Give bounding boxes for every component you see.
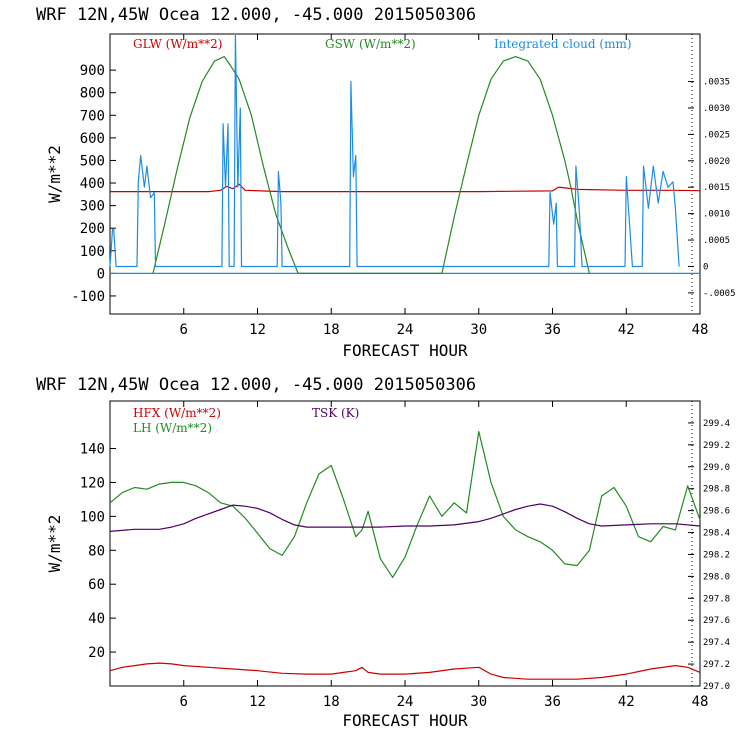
panel-radiation: WRF 12N,45W Ocea 12.000, -45.000 2015050… <box>36 5 736 360</box>
y-tick-label: 60 <box>88 577 105 593</box>
y-axis-label: W/m**2 <box>45 145 64 203</box>
y2-tick-label: .0005 <box>703 236 730 246</box>
y2-tick-label: 298.6 <box>703 507 730 517</box>
y2-tick-label: 299.4 <box>703 419 730 429</box>
y-tick-label: 100 <box>80 509 105 525</box>
panel-heat-flux: WRF 12N,45W Ocea 12.000, -45.000 2015050… <box>36 375 730 730</box>
y2-tick-label: 298.0 <box>703 572 730 582</box>
y-tick-label: 800 <box>80 86 105 102</box>
plot-frame <box>109 33 701 315</box>
y-tick-label: 40 <box>88 611 105 627</box>
y2-tick-label: -.0005 <box>703 289 736 299</box>
y-axis-label: W/m**2 <box>45 515 64 573</box>
x-tick-label: 12 <box>249 322 266 338</box>
y2-tick-label: 297.0 <box>703 682 730 692</box>
x-tick-label: 24 <box>397 694 414 710</box>
plot-frame <box>109 400 701 687</box>
y2-tick-label: 0 <box>703 262 708 272</box>
x-tick-label: 6 <box>180 694 188 710</box>
series-line-gsw-w-m-2 <box>152 55 590 274</box>
y2-tick-label: .0035 <box>703 78 730 88</box>
y-tick-label: 140 <box>80 442 105 458</box>
chart-title: WRF 12N,45W Ocea 12.000, -45.000 2015050… <box>36 5 476 25</box>
y2-tick-label: 299.0 <box>703 463 730 473</box>
y2-tick-label: 297.4 <box>703 638 730 648</box>
x-tick-label: 18 <box>323 322 340 338</box>
y-tick-label: -100 <box>71 289 105 305</box>
y-tick-label: 100 <box>80 244 105 260</box>
x-tick-label: 36 <box>544 694 561 710</box>
y-tick-label: 20 <box>88 645 105 661</box>
legend-entry-tsk-k: TSK (K) <box>312 406 359 420</box>
y-tick-label: 700 <box>80 108 105 124</box>
series-line-glw-w-m-2 <box>110 183 701 193</box>
y2-tick-label: 298.8 <box>703 485 730 495</box>
y2-tick-label: 297.8 <box>703 594 730 604</box>
x-tick-label: 30 <box>470 694 487 710</box>
y2-tick-label: 297.2 <box>703 660 730 670</box>
y2-tick-label: .0030 <box>703 104 730 114</box>
x-tick-label: 48 <box>692 694 709 710</box>
y-tick-label: 80 <box>88 543 105 559</box>
x-tick-label: 42 <box>618 694 635 710</box>
y2-tick-label: 299.2 <box>703 441 730 451</box>
series-line-hfx-w-m-2 <box>109 662 701 680</box>
legend-entry-hfx-w-m-2: HFX (W/m**2) <box>133 406 221 420</box>
y-tick-label: 120 <box>80 475 105 491</box>
x-tick-label: 42 <box>618 322 635 338</box>
x-tick-label: 36 <box>544 322 561 338</box>
y-tick-label: 600 <box>80 131 105 147</box>
y-tick-label: 300 <box>80 199 105 215</box>
y2-tick-label: 297.6 <box>703 616 730 626</box>
y2-tick-label: .0020 <box>703 157 730 167</box>
x-tick-label: 48 <box>692 322 709 338</box>
x-axis-label: FORECAST HOUR <box>342 711 468 730</box>
y-tick-label: 200 <box>80 221 105 237</box>
legend-entry-lh-w-m-2: LH (W/m**2) <box>133 421 212 435</box>
legend-entry-gsw-w-m-2: GSW (W/m**2) <box>325 37 416 51</box>
x-tick-label: 6 <box>180 322 188 338</box>
x-tick-label: 24 <box>397 322 414 338</box>
chart-title: WRF 12N,45W Ocea 12.000, -45.000 2015050… <box>36 375 476 395</box>
y-tick-label: 0 <box>97 266 105 282</box>
y2-tick-label: .0010 <box>703 210 730 220</box>
legend-entry-integrated-cloud-mm: Integrated cloud (mm) <box>494 37 632 51</box>
y2-tick-label: .0015 <box>703 183 730 193</box>
legend-entry-glw-w-m-2: GLW (W/m**2) <box>133 37 222 51</box>
x-axis-label: FORECAST HOUR <box>342 341 468 360</box>
x-tick-label: 18 <box>323 694 340 710</box>
x-tick-label: 30 <box>470 322 487 338</box>
y-tick-label: 900 <box>80 63 105 79</box>
series-line-lh-w-m-2 <box>109 430 701 579</box>
y-tick-label: 400 <box>80 176 105 192</box>
x-tick-label: 12 <box>249 694 266 710</box>
series-line-tsk-k <box>109 503 701 532</box>
y2-tick-label: 298.4 <box>703 529 730 539</box>
y2-tick-label: .0025 <box>703 130 730 140</box>
y-tick-label: 500 <box>80 153 105 169</box>
series-line-integrated-cloud-mm <box>109 33 680 268</box>
y2-tick-label: 298.2 <box>703 550 730 560</box>
